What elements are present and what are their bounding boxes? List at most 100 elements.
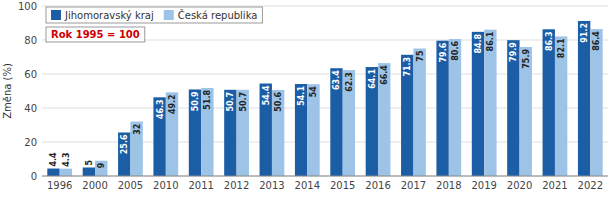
data-label: 50.7 — [226, 92, 235, 112]
bar — [413, 49, 425, 177]
x-tick-label: 2012 — [224, 180, 249, 191]
legend: Jihomoravský kraj Česká republika — [46, 7, 262, 23]
bar — [401, 55, 413, 176]
data-label: 49.2 — [168, 94, 177, 114]
data-label: 86.4 — [593, 31, 602, 51]
bar — [83, 168, 95, 177]
annotation-text: Rok 1995 = 100 — [51, 29, 140, 40]
y-tick-label: 60 — [24, 69, 37, 80]
bar — [555, 36, 567, 176]
data-label: 25.6 — [120, 134, 129, 154]
data-label: 91.2 — [580, 23, 589, 43]
x-tick-label: 2016 — [365, 180, 390, 191]
y-tick-label: 0 — [31, 171, 37, 182]
data-label: 46.3 — [156, 99, 165, 119]
legend-frame — [46, 7, 262, 23]
grid-line — [42, 176, 608, 177]
bar — [130, 122, 142, 176]
data-label: 62.3 — [345, 72, 354, 92]
data-label: 54.4 — [262, 85, 271, 105]
data-label: 4.3 — [62, 153, 71, 167]
data-label: 84.8 — [474, 33, 483, 53]
bar — [520, 47, 532, 176]
bar — [472, 32, 484, 176]
legend-swatch — [51, 10, 61, 20]
data-label: 75.9 — [522, 49, 531, 69]
legend-swatch — [164, 10, 174, 20]
data-label: 79.9 — [509, 42, 518, 62]
bar — [201, 88, 213, 176]
bar — [449, 39, 461, 176]
data-label: 75 — [416, 50, 425, 62]
legend-label: Česká republika — [178, 9, 258, 21]
data-label: 79.6 — [439, 42, 448, 62]
bar — [543, 29, 555, 176]
x-tick-label: 2011 — [188, 180, 213, 191]
bar — [578, 21, 590, 176]
bar — [166, 92, 178, 176]
bar — [590, 29, 602, 176]
data-label: 4.4 — [49, 152, 58, 167]
data-label: 66.4 — [380, 65, 389, 85]
bar — [366, 67, 378, 176]
data-label: 54.1 — [297, 86, 306, 106]
y-tick-label: 80 — [24, 35, 37, 46]
bar — [237, 90, 249, 176]
x-tick-label: 2000 — [82, 180, 107, 191]
bar — [484, 30, 496, 176]
legend-label: Jihomoravský kraj — [64, 10, 154, 21]
bar — [295, 84, 307, 176]
annotation-box — [46, 27, 145, 42]
data-label: 86.3 — [545, 31, 554, 51]
chart: 0 20 40 60 80 100 Změna (%) 4.4 5 25.6 46.3 50.9 50.… — [0, 0, 616, 198]
bar — [153, 97, 165, 176]
bar — [189, 89, 201, 176]
bar — [436, 41, 448, 176]
bar — [260, 84, 272, 176]
x-tick-label: 2019 — [471, 180, 496, 191]
bar — [47, 169, 59, 176]
data-label: 80.6 — [451, 41, 460, 61]
y-tick-label: 20 — [24, 137, 37, 148]
grid — [42, 6, 608, 176]
x-tick-label: 2014 — [295, 180, 320, 191]
y-tick-label: 100 — [18, 1, 37, 12]
data-label: 64.1 — [368, 69, 377, 89]
x-tick-label: 2010 — [153, 180, 178, 191]
data-label: 50.6 — [274, 92, 283, 112]
y-axis-label: Změna (%) — [2, 63, 13, 119]
chart-container: 0 20 40 60 80 100 Změna (%) 4.4 5 25.6 46.3 50.9 50.… — [0, 0, 616, 198]
bar — [272, 90, 284, 176]
bar — [330, 68, 342, 176]
x-tick-label: 2020 — [507, 180, 532, 191]
bar — [343, 70, 355, 176]
data-label: 71.3 — [403, 57, 412, 77]
x-tick-label: 2015 — [330, 180, 355, 191]
annotation: Rok 1995 = 100 — [46, 27, 145, 42]
x-tick-label: 2022 — [578, 180, 603, 191]
x-tick-label: 2005 — [118, 180, 143, 191]
data-label: 86.1 — [486, 31, 495, 51]
x-tick-label: 1996 — [47, 180, 72, 191]
bar — [378, 63, 390, 176]
x-tick-label: 2017 — [401, 180, 426, 191]
page: {"chart_data": {"type": "bar", "categori… — [0, 0, 616, 198]
data-label: 9 — [97, 162, 106, 168]
data-label: 5 — [85, 160, 94, 166]
y-tick-label: 40 — [24, 103, 37, 114]
bar — [307, 84, 319, 176]
data-label: 51.8 — [203, 90, 212, 110]
bar — [118, 132, 130, 176]
x-axis-line — [42, 176, 608, 177]
data-label: 63.4 — [332, 70, 341, 90]
data-label: 50.9 — [191, 91, 200, 111]
x-tick-label: 2021 — [542, 180, 567, 191]
data-label: 54 — [310, 86, 319, 98]
data-label: 32 — [133, 124, 142, 135]
data-label: 82.1 — [557, 38, 566, 58]
x-tick-label: 2018 — [436, 180, 461, 191]
data-label: 50.7 — [239, 92, 248, 112]
bar — [507, 40, 519, 176]
data-labels: 4.4 5 25.6 46.3 50.9 50.7 54.4 54.1 63.4 64.1 71.3… — [49, 23, 601, 168]
bar — [95, 161, 107, 176]
